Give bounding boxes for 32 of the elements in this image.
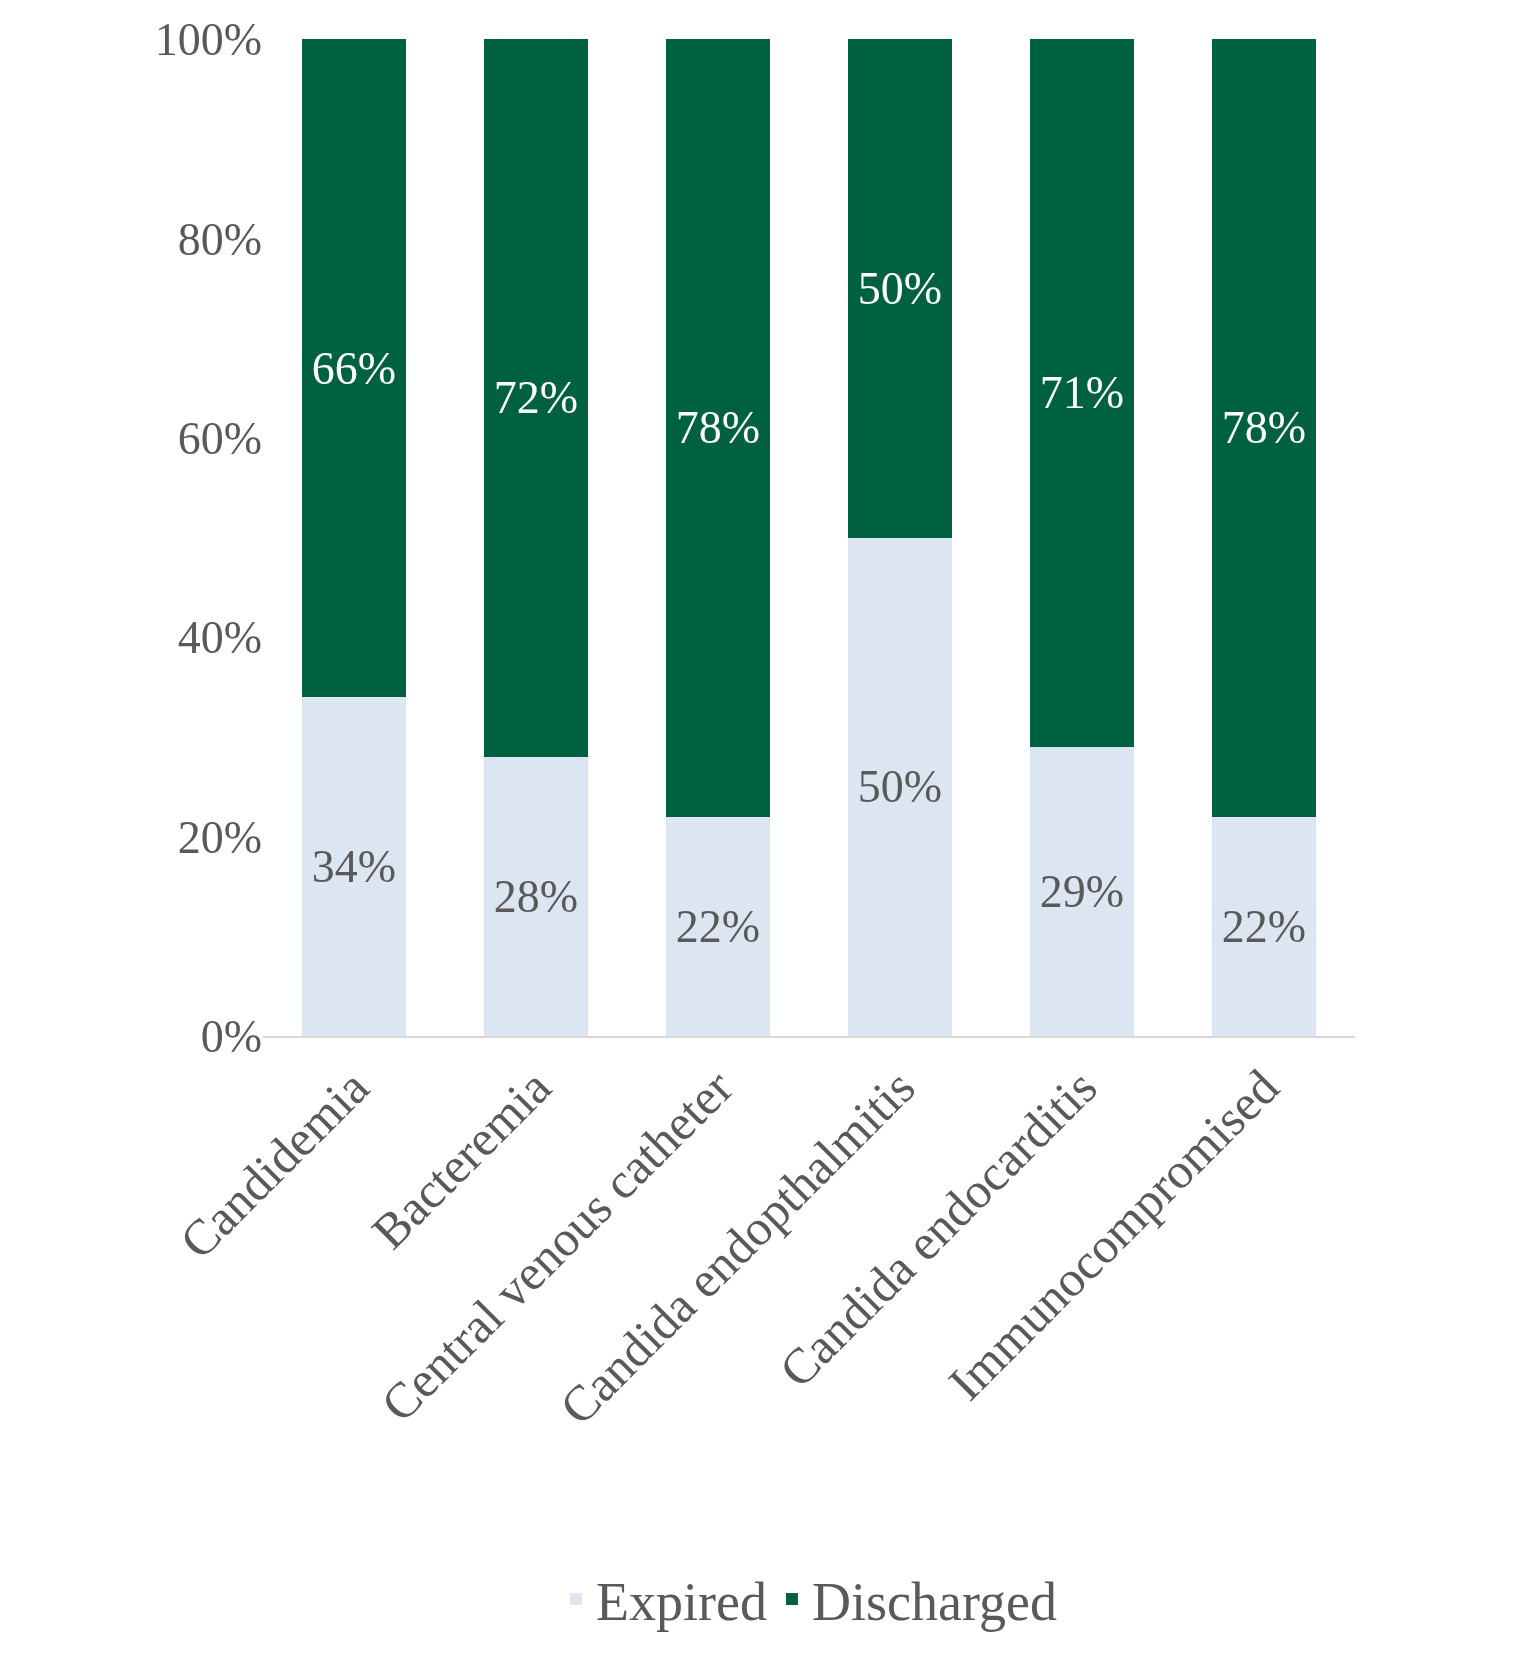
bar: [302, 39, 406, 698]
data-label: 29%: [1039, 865, 1125, 917]
y-tick-label: 0%: [200, 1011, 262, 1063]
data-label: 72%: [493, 372, 579, 424]
bar: [1212, 816, 1316, 1036]
bar: [666, 39, 770, 817]
data-label: 50%: [857, 262, 943, 314]
data-label: 78%: [1221, 402, 1307, 454]
y-tick-label: 60%: [177, 412, 262, 464]
y-tick-label: 100%: [154, 14, 262, 66]
bar: [666, 816, 770, 1036]
data-label: 28%: [493, 870, 579, 922]
bar: [484, 756, 588, 1036]
bar: [484, 39, 588, 757]
y-tick-label: 40%: [177, 612, 262, 664]
bar: [1030, 746, 1134, 1036]
data-label: 71%: [1039, 367, 1125, 419]
bar: [302, 697, 406, 1036]
data-label: 34%: [311, 841, 397, 893]
data-label: 66%: [311, 342, 397, 394]
bar: [1212, 39, 1316, 817]
data-label: 78%: [675, 402, 761, 454]
bar: [848, 537, 952, 1036]
legend-label: Discharged: [811, 1571, 1057, 1632]
y-tick-label: 80%: [177, 213, 262, 265]
data-label: 50%: [857, 761, 943, 813]
bar: [1030, 39, 1134, 747]
bar: [848, 39, 952, 538]
y-tick-label: 20%: [177, 811, 262, 863]
legend-label: Expired: [596, 1571, 767, 1632]
data-label: 22%: [675, 900, 761, 952]
data-label: 22%: [1221, 900, 1307, 952]
